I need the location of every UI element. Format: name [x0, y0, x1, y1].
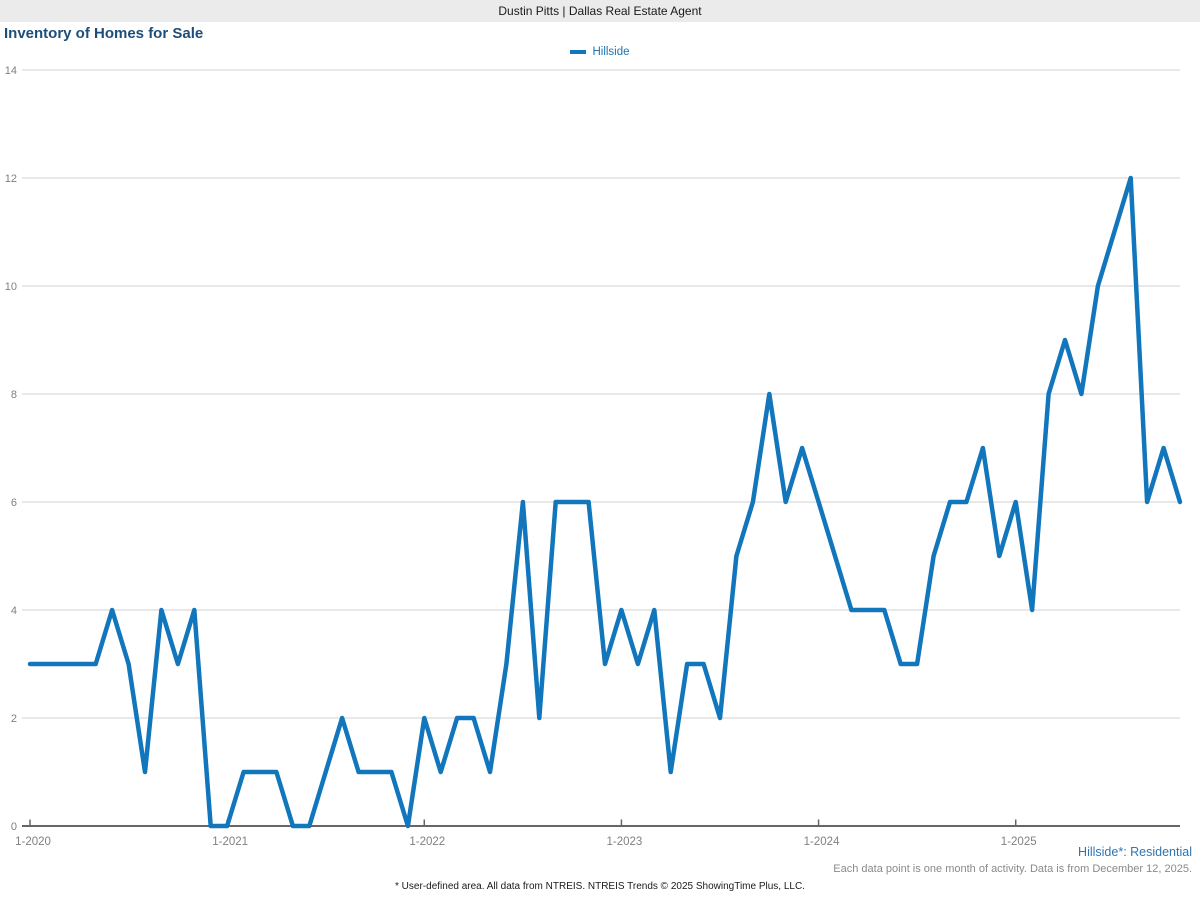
agent-header-text: Dustin Pitts | Dallas Real Estate Agent — [498, 4, 702, 18]
x-tick-label: 1-2020 — [15, 836, 51, 848]
y-tick-label: 14 — [5, 65, 17, 77]
x-tick-label: 1-2021 — [212, 836, 248, 848]
legend-line-swatch — [570, 50, 587, 54]
legend-label: Hillside — [592, 46, 630, 58]
y-tick-label: 4 — [11, 605, 17, 617]
chart-footnotes: Hillside*: Residential Each data point i… — [833, 845, 1192, 876]
chart-title: Inventory of Homes for Sale — [4, 25, 204, 42]
y-tick-label: 2 — [11, 713, 17, 725]
top-header-bar: Dustin Pitts | Dallas Real Estate Agent — [0, 0, 1200, 22]
x-tick-label: 1-2022 — [409, 836, 445, 848]
series-line-hillside[interactable] — [27, 175, 1183, 829]
y-tick-label: 12 — [5, 173, 17, 185]
source-disclaimer: * User-defined area. All data from NTREI… — [395, 881, 805, 892]
chart-legend[interactable]: Hillside — [0, 46, 1200, 58]
series-definition-note: Hillside*: Residential — [1078, 845, 1192, 859]
x-tick-label: 1-2025 — [1001, 836, 1037, 848]
x-tick-label: 1-2023 — [607, 836, 643, 848]
y-tick-label: 0 — [11, 821, 17, 833]
y-tick-label: 6 — [11, 497, 17, 509]
inventory-line-chart: 0 2 4 6 8 10 12 14 1-2020 1-2021 1-2022 1-2023 1-202… — [5, 65, 1183, 848]
y-tick-label: 10 — [5, 281, 17, 293]
y-tick-label: 8 — [11, 389, 17, 401]
x-tick-label: 1-2024 — [804, 836, 840, 848]
data-freshness-note: Each data point is one month of activity… — [833, 862, 1192, 875]
